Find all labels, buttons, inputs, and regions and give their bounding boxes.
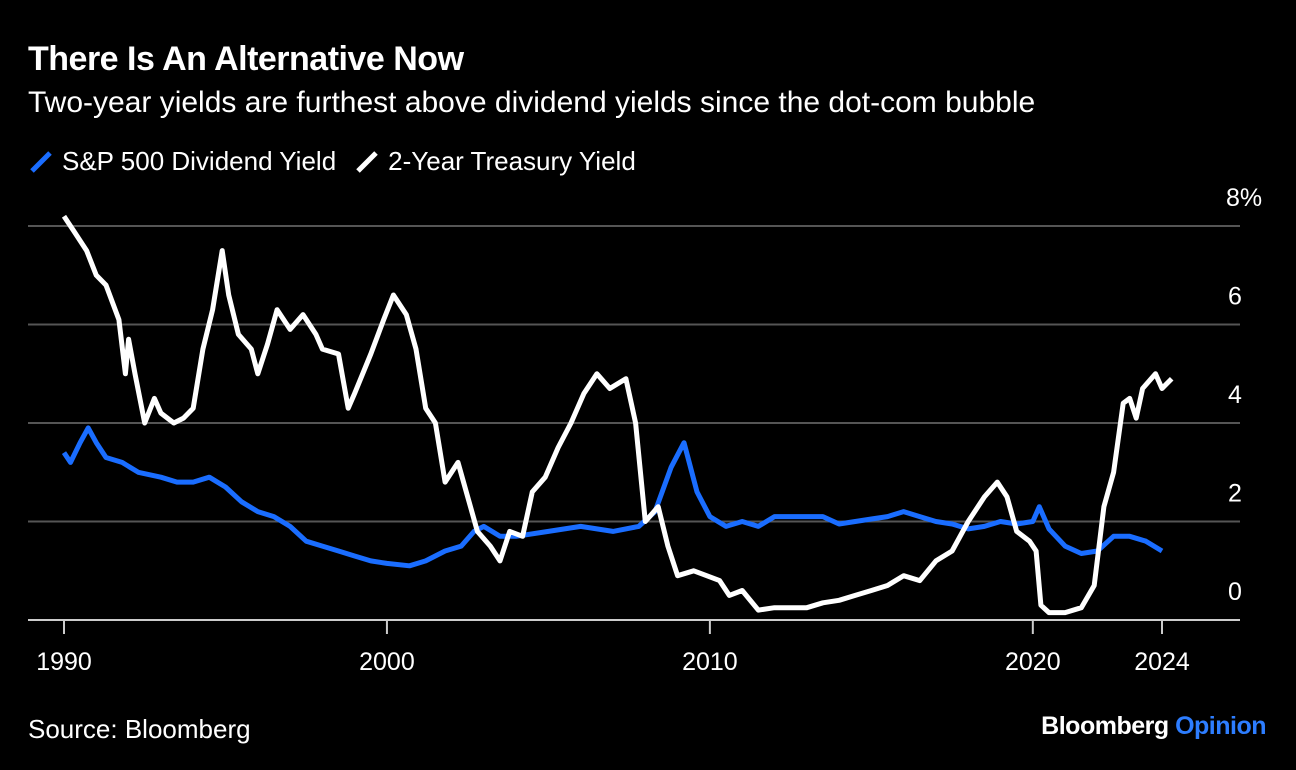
x-tick-label: 2020 <box>1005 648 1061 676</box>
series-line-dividend-yield <box>61 425 1164 569</box>
x-tick-label: 2000 <box>359 648 415 676</box>
y-tick-label: 6 <box>1228 283 1242 311</box>
legend-item-treasury: 2-Year Treasury Yield <box>354 146 636 177</box>
legend-label-dividend: S&P 500 Dividend Yield <box>62 146 337 176</box>
x-axis: 1990 2000 2010 2020 2024 <box>28 619 1240 676</box>
brand-name: Bloomberg <box>1041 712 1169 740</box>
x-tick-label: 2010 <box>682 648 738 676</box>
source-note: Source: Bloomberg <box>28 714 251 744</box>
legend-item-dividend: S&P 500 Dividend Yield <box>28 146 336 177</box>
legend-swatch-dividend <box>30 150 52 173</box>
series-line-treasury-yield <box>61 214 1174 616</box>
x-tick-label: 1990 <box>36 648 92 676</box>
series-lines <box>61 214 1174 616</box>
legend: S&P 500 Dividend Yield 2-Year Treasury Y… <box>28 146 654 177</box>
y-axis-tick-labels: 0 2 4 6 8% <box>1226 184 1262 606</box>
x-tick-label: 2024 <box>1134 648 1190 676</box>
y-tick-label: 2 <box>1228 480 1242 508</box>
y-tick-label: 4 <box>1228 381 1242 409</box>
chart-title: There Is An Alternative Now <box>28 40 464 78</box>
y-tick-label: 8% <box>1226 184 1262 212</box>
brand-section: Opinion <box>1175 712 1266 740</box>
y-tick-label: 0 <box>1228 578 1242 606</box>
legend-swatch-treasury <box>356 150 378 173</box>
legend-label-treasury: 2-Year Treasury Yield <box>388 146 636 176</box>
chart-subtitle: Two-year yields are furthest above divid… <box>28 86 1036 119</box>
brand-logo: Bloomberg Opinion <box>1041 712 1266 741</box>
